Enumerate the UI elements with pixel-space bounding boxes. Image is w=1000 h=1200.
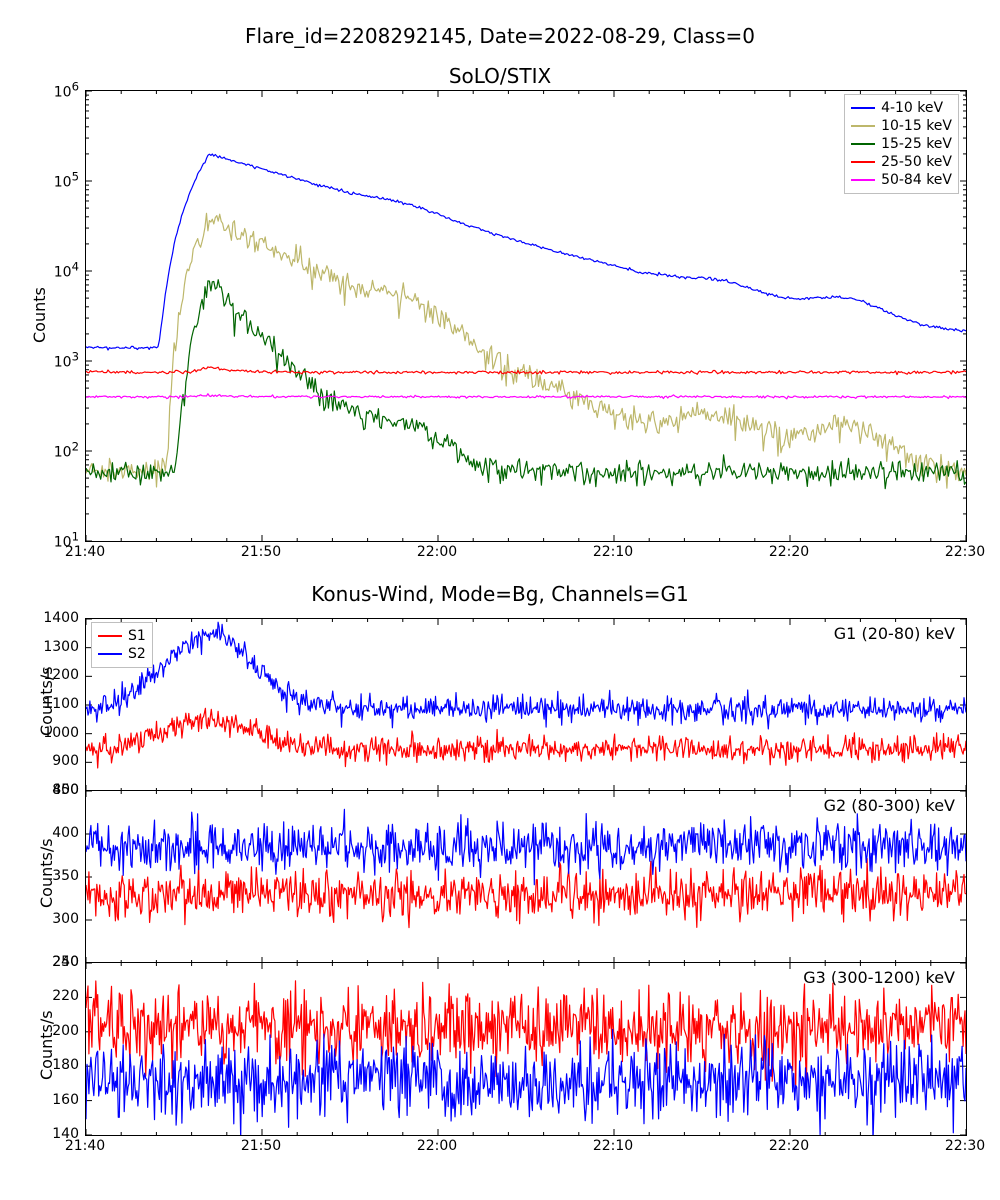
- legend-swatch: [851, 107, 875, 109]
- ytick-label: 400: [52, 825, 79, 841]
- ytick-label: 450: [52, 782, 79, 798]
- legend-label: 15-25 keV: [881, 135, 952, 153]
- ytick-label: 350: [52, 868, 79, 884]
- legend-label: 25-50 keV: [881, 153, 952, 171]
- ytick-label: 300: [52, 911, 79, 927]
- ytick-label: 1200: [43, 667, 79, 683]
- top-panel-legend: 4-10 keV10-15 keV15-25 keV25-50 keV50-84…: [844, 94, 959, 194]
- ytick-label: 240: [52, 954, 79, 970]
- legend-swatch: [98, 653, 122, 655]
- legend-label: 10-15 keV: [881, 117, 952, 135]
- legend-item: 50-84 keV: [851, 171, 952, 189]
- bottom-panels-title: Konus-Wind, Mode=Bg, Channels=G1: [0, 582, 1000, 606]
- legend-swatch: [851, 161, 875, 163]
- xtick-label: 22:10: [593, 1138, 633, 1154]
- ytick-label: 200: [52, 1023, 79, 1039]
- panel-label: G3 (300-1200) keV: [803, 968, 955, 987]
- top-panel-title: SoLO/STIX: [0, 64, 1000, 88]
- bottom-panel-2-axes: [85, 790, 967, 964]
- legend-item: 15-25 keV: [851, 135, 952, 153]
- ytick-label: 140: [52, 1126, 79, 1142]
- legend-swatch: [98, 635, 122, 637]
- xtick-label: 22:00: [417, 1138, 457, 1154]
- panel-label: G2 (80-300) keV: [824, 796, 955, 815]
- xtick-label: 22:20: [769, 1138, 809, 1154]
- bottom-panel-1-axes: [85, 618, 967, 792]
- panel-label: G1 (20-80) keV: [834, 624, 955, 643]
- legend-item: S2: [98, 645, 146, 663]
- ytick-label: 160: [52, 1092, 79, 1108]
- xtick-label: 22:30: [945, 1138, 985, 1154]
- ytick-label: 1100: [43, 696, 79, 712]
- ytick-label: 104: [54, 260, 79, 281]
- xtick-label: 22:30: [945, 544, 985, 560]
- legend-label: 50-84 keV: [881, 171, 952, 189]
- legend-swatch: [851, 143, 875, 145]
- top-panel-axes: [85, 90, 967, 542]
- ytick-label: 1300: [43, 639, 79, 655]
- ytick-label: 1000: [43, 725, 79, 741]
- legend-swatch: [851, 125, 875, 127]
- ytick-label: 180: [52, 1057, 79, 1073]
- legend-item: 4-10 keV: [851, 99, 952, 117]
- legend-label: S2: [128, 645, 146, 663]
- bottom-panel-legend: S1S2: [91, 622, 153, 668]
- legend-swatch: [851, 179, 875, 181]
- ytick-label: 1400: [43, 610, 79, 626]
- legend-label: S1: [128, 627, 146, 645]
- ytick-label: 102: [54, 440, 79, 461]
- xtick-label: 22:00: [417, 544, 457, 560]
- bottom-panel-3-axes: [85, 962, 967, 1136]
- xtick-label: 21:50: [241, 1138, 281, 1154]
- legend-item: 10-15 keV: [851, 117, 952, 135]
- ytick-label: 101: [54, 530, 79, 551]
- ytick-label: 106: [54, 80, 79, 101]
- legend-item: 25-50 keV: [851, 153, 952, 171]
- xtick-label: 22:20: [769, 544, 809, 560]
- ytick-label: 220: [52, 988, 79, 1004]
- legend-label: 4-10 keV: [881, 99, 943, 117]
- ytick-label: 105: [54, 170, 79, 191]
- xtick-label: 21:50: [241, 544, 281, 560]
- figure: Flare_id=2208292145, Date=2022-08-29, Cl…: [0, 0, 1000, 1200]
- legend-item: S1: [98, 627, 146, 645]
- figure-suptitle: Flare_id=2208292145, Date=2022-08-29, Cl…: [0, 24, 1000, 48]
- ytick-label: 900: [52, 753, 79, 769]
- xtick-label: 22:10: [593, 544, 633, 560]
- top-panel-ylabel: Counts: [30, 287, 49, 343]
- ytick-label: 103: [54, 350, 79, 371]
